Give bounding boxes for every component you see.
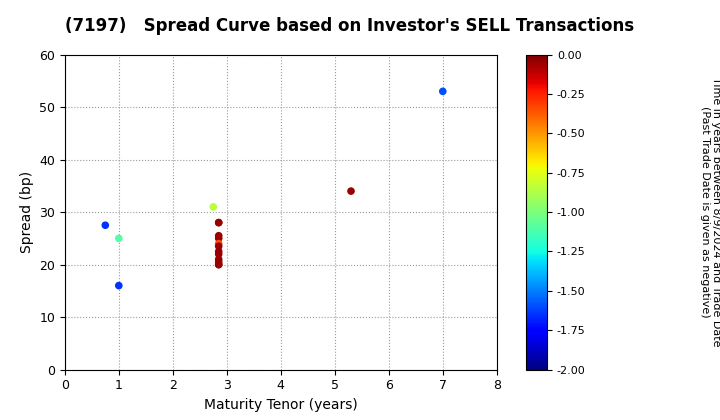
Y-axis label: Time in years between 8/9/2024 and Trade Date
(Past Trade Date is given as negat: Time in years between 8/9/2024 and Trade… — [700, 77, 720, 347]
Point — [207, 203, 219, 210]
Point — [437, 88, 449, 95]
Point — [213, 256, 225, 263]
Point — [99, 222, 111, 228]
Point — [213, 251, 225, 257]
Point — [213, 243, 225, 249]
Point — [113, 282, 125, 289]
Text: (7197)   Spread Curve based on Investor's SELL Transactions: (7197) Spread Curve based on Investor's … — [65, 17, 634, 35]
Point — [213, 248, 225, 255]
X-axis label: Maturity Tenor (years): Maturity Tenor (years) — [204, 398, 358, 412]
Y-axis label: Spread (bp): Spread (bp) — [19, 171, 34, 253]
Point — [213, 219, 225, 226]
Point — [113, 235, 125, 242]
Point — [213, 240, 225, 247]
Point — [213, 261, 225, 268]
Point — [213, 219, 225, 226]
Point — [345, 188, 356, 194]
Point — [213, 261, 225, 268]
Point — [213, 259, 225, 265]
Point — [213, 235, 225, 242]
Point — [213, 232, 225, 239]
